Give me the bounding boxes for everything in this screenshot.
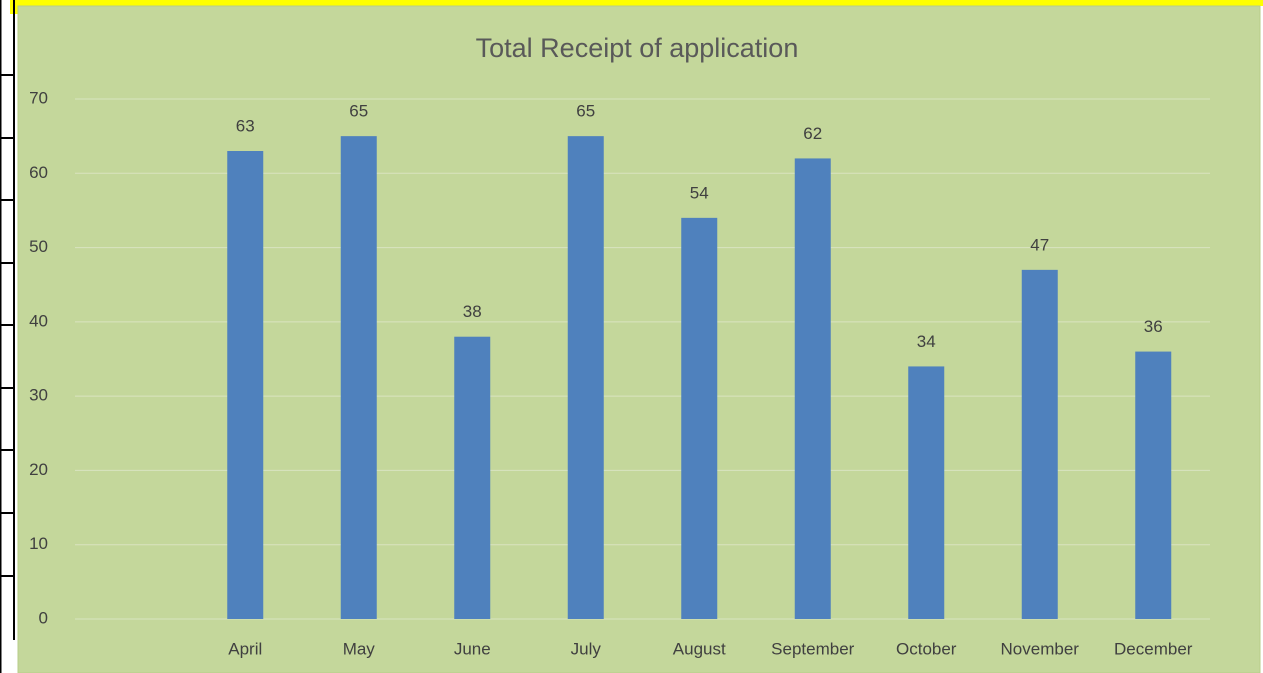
x-tick-label: September <box>771 639 854 658</box>
data-label: 65 <box>349 102 368 121</box>
bar <box>1021 269 1058 619</box>
bar <box>454 336 491 619</box>
sheet-lines <box>0 0 15 673</box>
bar <box>1135 351 1172 619</box>
data-label: 36 <box>1144 317 1163 336</box>
bar <box>681 217 718 619</box>
y-tick-label: 60 <box>29 163 48 182</box>
data-label: 47 <box>1030 235 1049 254</box>
bar <box>908 366 945 619</box>
y-tick-label: 30 <box>29 386 48 405</box>
y-tick-label: 0 <box>39 608 48 627</box>
y-tick-label: 10 <box>29 534 48 553</box>
data-label: 62 <box>803 124 822 143</box>
chart-area <box>17 5 1261 673</box>
bar <box>794 158 831 619</box>
bar <box>227 151 264 619</box>
bar <box>340 136 377 619</box>
x-tick-label: October <box>896 639 957 658</box>
x-tick-label: June <box>454 639 491 658</box>
data-label: 38 <box>463 302 482 321</box>
data-label: 65 <box>576 102 595 121</box>
x-tick-label: August <box>673 639 726 658</box>
y-tick-label: 20 <box>29 460 48 479</box>
y-tick-label: 40 <box>29 311 48 330</box>
chart-title: Total Receipt of application <box>476 33 799 63</box>
x-tick-label: April <box>228 639 262 658</box>
yellow-border <box>10 0 1263 6</box>
y-tick-label: 70 <box>29 88 48 107</box>
x-tick-label: July <box>571 639 602 658</box>
data-label: 63 <box>236 116 255 135</box>
data-label: 34 <box>917 332 936 351</box>
x-tick-label: December <box>1114 639 1193 658</box>
bar <box>567 136 604 619</box>
y-tick-label: 50 <box>29 237 48 256</box>
x-tick-label: November <box>1001 639 1080 658</box>
x-tick-label: May <box>343 639 376 658</box>
data-label: 54 <box>690 183 709 202</box>
